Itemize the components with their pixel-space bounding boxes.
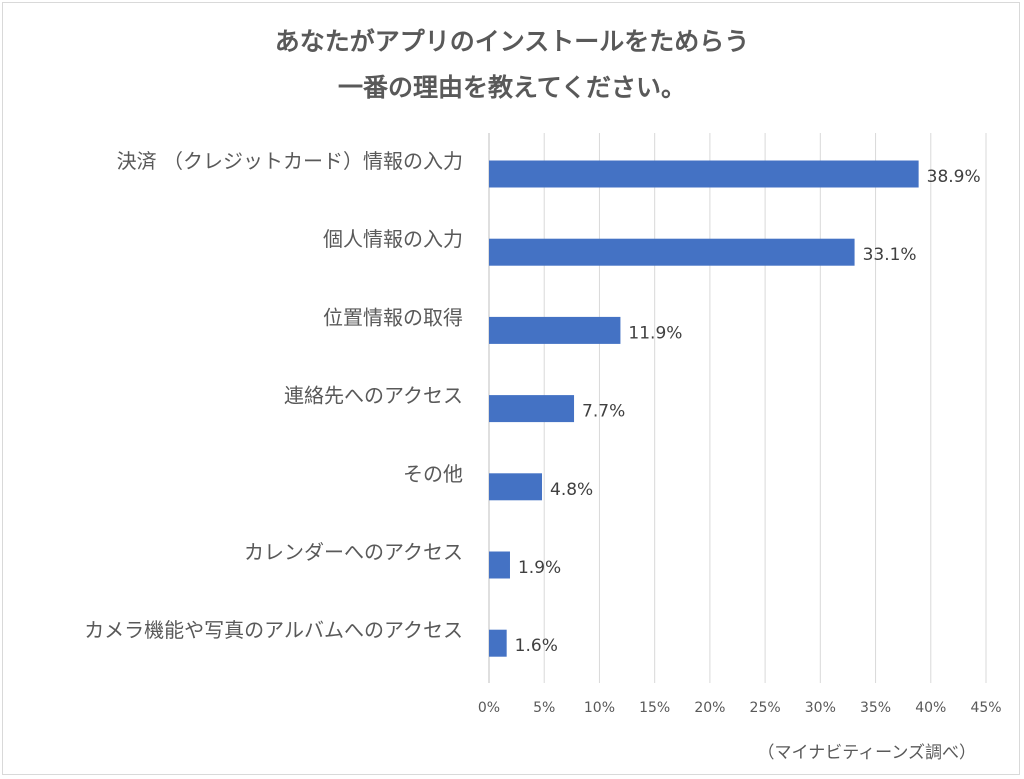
data-label: 33.1% <box>863 245 917 265</box>
x-tick-label: 30% <box>805 700 836 716</box>
x-tick-label: 0% <box>478 700 500 716</box>
category-label: 決済 （クレジットカード）情報の入力 <box>117 149 463 173</box>
chart-title-line-1: あなたがアプリのインストールをためらう <box>274 27 750 56</box>
category-label: その他 <box>403 462 463 486</box>
x-tick-label: 5% <box>533 700 555 716</box>
x-tick-label: 45% <box>970 700 1001 716</box>
x-tick-label: 20% <box>694 700 725 716</box>
data-label: 4.8% <box>550 480 593 500</box>
bar <box>489 316 621 344</box>
source-note: （マイナビティーンズ調べ） <box>757 743 976 763</box>
bar <box>489 629 507 657</box>
data-label: 1.9% <box>518 558 561 578</box>
bar <box>489 160 919 188</box>
bar <box>489 395 575 423</box>
bar <box>489 551 510 579</box>
data-label: 38.9% <box>927 167 981 187</box>
x-tick-label: 15% <box>639 700 670 716</box>
bar <box>489 238 855 266</box>
data-label: 7.7% <box>582 402 625 422</box>
x-tick-label: 10% <box>584 700 615 716</box>
category-label: カレンダーへのアクセス <box>244 540 463 564</box>
x-tick-label: 35% <box>860 700 891 716</box>
chart-title-line-2: 一番の理由を教えてください。 <box>337 73 686 102</box>
category-label: 個人情報の入力 <box>323 227 463 251</box>
category-label: 位置情報の取得 <box>323 305 463 329</box>
x-tick-label: 25% <box>750 700 781 716</box>
data-label: 1.6% <box>515 636 558 656</box>
category-label: カメラ機能や写真のアルバムへのアクセス <box>84 618 463 642</box>
x-tick-label: 40% <box>915 700 946 716</box>
category-label: 連絡先へのアクセス <box>284 384 463 408</box>
bar <box>489 473 543 501</box>
data-label: 11.9% <box>628 323 682 343</box>
